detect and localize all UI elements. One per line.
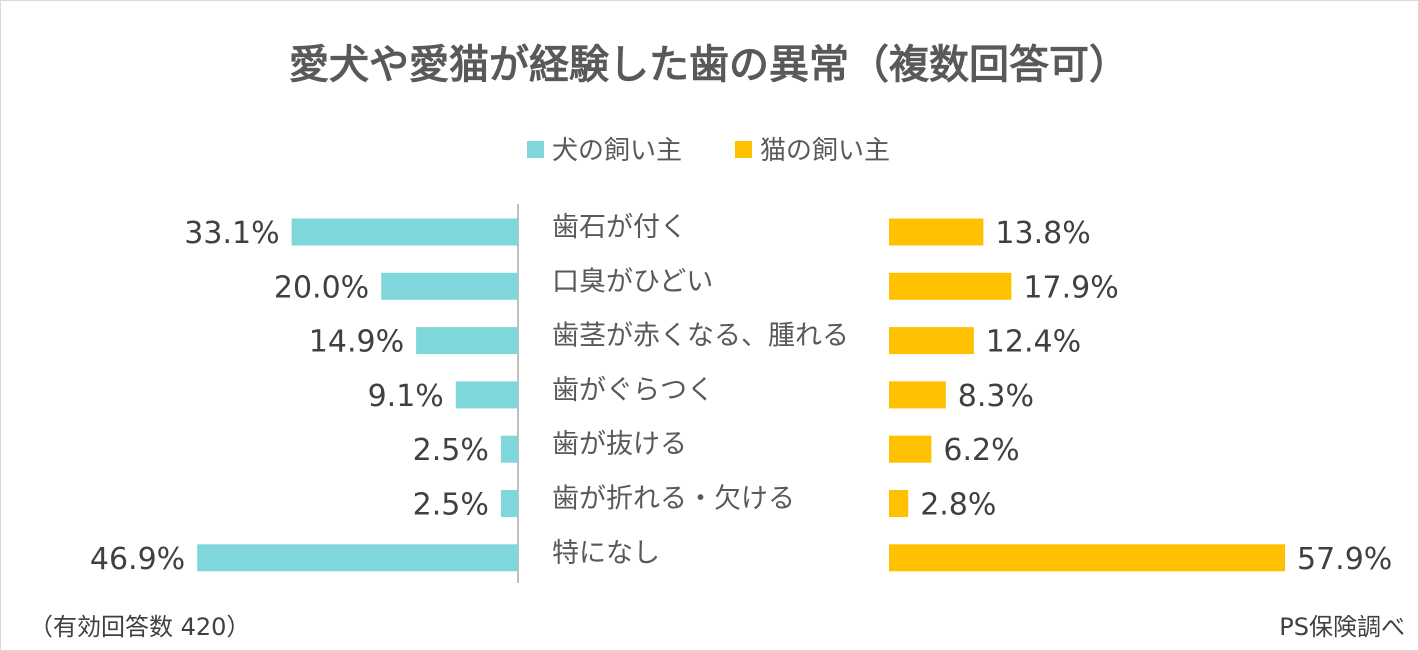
bar-dog-0 bbox=[291, 218, 518, 246]
bar-dog-4 bbox=[500, 435, 518, 463]
value-label-dog-3: 9.1% bbox=[368, 379, 444, 414]
value-label-cat-2: 12.4% bbox=[986, 325, 1081, 360]
category-label-5: 歯が折れる・欠ける bbox=[552, 484, 795, 515]
value-label-cat-0: 13.8% bbox=[995, 216, 1090, 251]
value-label-dog-1: 20.0% bbox=[274, 270, 369, 305]
legend: 犬の飼い主 猫の飼い主 bbox=[527, 136, 890, 166]
category-label-0: 歯石が付く bbox=[552, 212, 687, 243]
bar-cat-2 bbox=[889, 327, 974, 355]
value-label-cat-6: 57.9% bbox=[1297, 542, 1392, 577]
category-label-2: 歯茎が赤くなる、腫れる bbox=[552, 321, 849, 352]
category-label-3: 歯がぐらつく bbox=[552, 375, 714, 406]
value-label-dog-0: 33.1% bbox=[184, 216, 279, 251]
footnote-respondents: （有効回答数 420） bbox=[29, 613, 250, 641]
bar-dog-6 bbox=[197, 544, 518, 572]
bar-cat-1 bbox=[889, 272, 1012, 300]
legend-label-cat: 猫の飼い主 bbox=[760, 136, 890, 166]
value-label-dog-5: 2.5% bbox=[413, 488, 489, 523]
category-label-6: 特になし bbox=[552, 538, 660, 569]
bar-dog-3 bbox=[455, 381, 518, 409]
value-label-cat-1: 17.9% bbox=[1023, 270, 1118, 305]
bar-cat-0 bbox=[889, 218, 984, 246]
bar-cat-4 bbox=[889, 435, 932, 463]
legend-swatch-cat bbox=[735, 141, 752, 158]
category-label-1: 口臭がひどい bbox=[552, 266, 713, 297]
value-label-dog-4: 2.5% bbox=[413, 433, 489, 468]
value-label-cat-5: 2.8% bbox=[920, 488, 996, 523]
value-label-dog-2: 14.9% bbox=[309, 325, 404, 360]
footnote-source: PS保険調べ bbox=[1279, 613, 1405, 641]
bar-cat-3 bbox=[889, 381, 946, 409]
legend-label-dog: 犬の飼い主 bbox=[552, 136, 682, 166]
value-label-cat-4: 6.2% bbox=[943, 433, 1019, 468]
value-label-dog-6: 46.9% bbox=[90, 542, 185, 577]
category-label-4: 歯が抜ける bbox=[552, 429, 687, 460]
bar-dog-5 bbox=[500, 490, 518, 517]
bar-cat-6 bbox=[889, 544, 1285, 572]
bar-cat-5 bbox=[889, 490, 909, 517]
value-label-cat-3: 8.3% bbox=[958, 379, 1034, 414]
chart-title: 愛犬や愛猫が経験した歯の異常（複数回答可） bbox=[289, 42, 1129, 88]
legend-swatch-dog bbox=[527, 141, 544, 158]
bar-dog-1 bbox=[381, 272, 518, 300]
bars-layer: 33.1% 歯石が付く 13.8% 20.0% 口臭がひどい 17.9% 14.9% 歯茎が赤… bbox=[90, 212, 1392, 577]
bar-dog-2 bbox=[416, 327, 518, 355]
